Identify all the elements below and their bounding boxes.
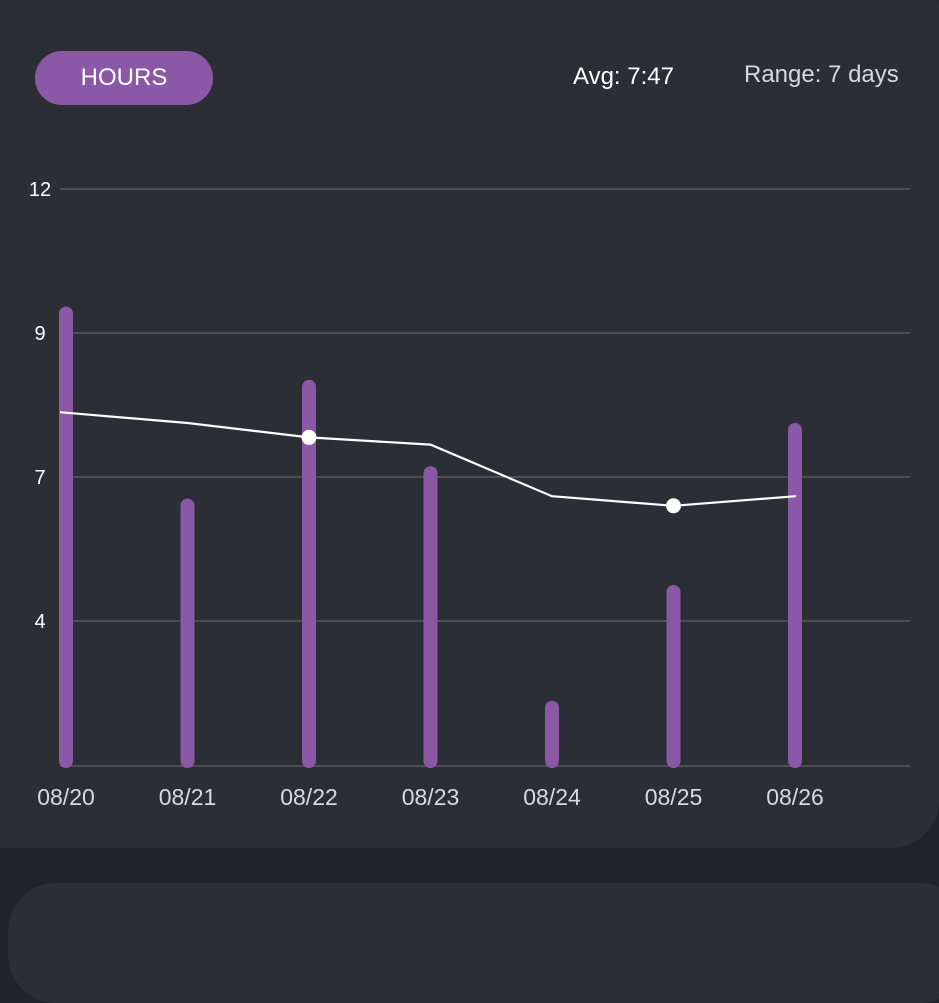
y-tick-label: 7 <box>34 467 45 489</box>
range-label: Range: 7 days <box>744 61 899 88</box>
y-tick-label: 9 <box>34 323 45 345</box>
bar-08-25[interactable] <box>666 585 681 768</box>
x-tick-label: 08/20 <box>37 784 95 810</box>
bar-08-26[interactable] <box>788 423 802 768</box>
x-tick-label: 08/24 <box>523 784 581 810</box>
sleep-hours-chart: 12 9 7 4 08/20 08/21 08/22 08/23 08/24 08/25 08/26 <box>29 179 910 810</box>
x-tick-label: 08/23 <box>402 784 460 810</box>
bar-08-24[interactable] <box>545 700 559 768</box>
x-tick-label: 08/25 <box>645 784 703 810</box>
y-tick-label: 4 <box>34 611 45 633</box>
chart-card <box>0 0 939 848</box>
x-tick-label: 08/22 <box>280 784 338 810</box>
average-label: Avg: 7:47 <box>573 63 674 90</box>
bar-08-21[interactable] <box>180 498 195 768</box>
line-marker <box>301 429 317 445</box>
bar-08-22[interactable] <box>302 379 316 768</box>
line-marker <box>666 498 681 514</box>
hours-unit-button[interactable]: HOURS <box>35 51 213 105</box>
x-tick-label: 08/21 <box>159 784 217 810</box>
x-tick-label: 08/26 <box>766 784 824 810</box>
y-tick-label: 12 <box>29 179 51 201</box>
bar-08-20[interactable] <box>59 306 73 768</box>
bar-08-23[interactable] <box>423 466 438 768</box>
